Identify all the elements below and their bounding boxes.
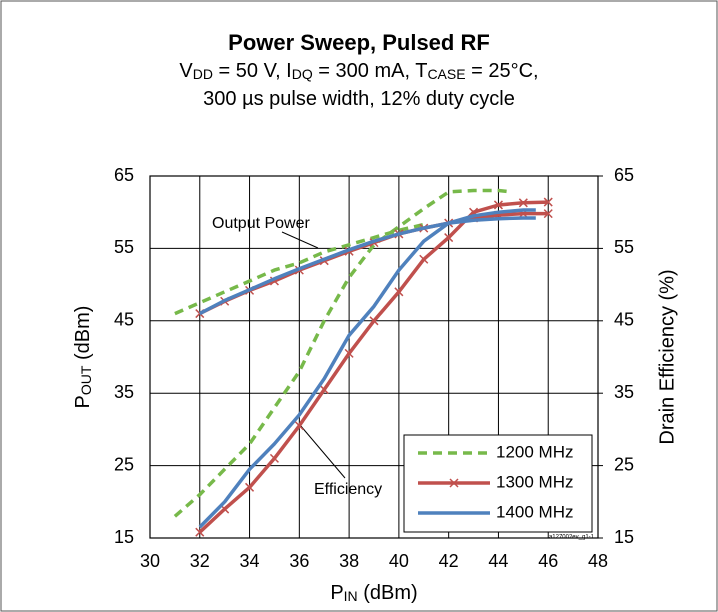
subscript: DQ	[292, 66, 313, 82]
chart-title: Power Sweep, Pulsed RF	[228, 30, 490, 55]
y2-tick-label: 25	[614, 454, 634, 474]
x-axis-label: PIN (dBm)	[330, 582, 417, 604]
marker	[493, 200, 503, 210]
annotation: a127002ev_g1-1	[549, 535, 595, 541]
marker	[294, 421, 304, 431]
text-part: (dBm)	[358, 582, 418, 604]
x-tick-label: 44	[488, 551, 508, 571]
legend-marker	[449, 478, 459, 488]
text-part: V	[179, 60, 193, 82]
marker	[394, 287, 404, 297]
text-part: = 50 V, I	[213, 60, 292, 82]
pout-line	[198, 216, 536, 316]
y2-tick-label: 15	[614, 527, 634, 547]
annotation: Output Power	[212, 215, 311, 232]
text-part: (dBm)	[72, 306, 94, 366]
x-tick-label: 40	[389, 551, 409, 571]
marker	[543, 197, 553, 207]
y2-tick-label: 65	[614, 165, 634, 185]
marker	[543, 209, 553, 219]
x-tick-label: 48	[588, 551, 608, 571]
x-tick-label: 34	[240, 551, 260, 571]
text-part: = 25°C,	[466, 60, 539, 82]
x-tick-label: 30	[140, 551, 160, 571]
legend-label: 1300 MHz	[496, 472, 573, 491]
y-tick-label: 35	[114, 382, 134, 402]
text-part: P	[72, 395, 94, 408]
y-axis-label: POUT (dBm)	[72, 306, 94, 409]
text-part: P	[330, 582, 343, 604]
y-tick-label: 15	[114, 527, 134, 547]
marker	[319, 385, 329, 395]
text-part: = 300 mA, T	[313, 60, 428, 82]
x-tick-label: 38	[339, 551, 359, 571]
efficiency-line	[173, 188, 512, 518]
subscript: IN	[344, 588, 358, 604]
leader-line	[281, 231, 319, 249]
y2-tick-label: 45	[614, 310, 634, 330]
pout-line	[174, 222, 425, 316]
y-tick-label: 45	[114, 310, 134, 330]
y-tick-label: 65	[114, 165, 134, 185]
subscript: CASE	[427, 66, 465, 82]
y-tick-label: 25	[114, 454, 134, 474]
x-tick-label: 36	[289, 551, 309, 571]
efficiency-line	[198, 208, 536, 529]
y2-axis-label: Drain Efficiency (%)	[656, 269, 678, 444]
annotation: Efficiency	[314, 481, 382, 498]
y2-tick-label: 35	[614, 382, 634, 402]
plot-border	[149, 175, 599, 539]
marker	[369, 316, 379, 326]
legend-label: 1400 MHz	[496, 502, 573, 521]
x-tick-label: 46	[538, 551, 558, 571]
x-tick-label: 32	[190, 551, 210, 571]
marker	[245, 482, 255, 492]
marker	[419, 254, 429, 264]
legend-box	[403, 434, 593, 533]
chart-subtitle: 300 µs pulse width, 12% duty cycle	[203, 88, 515, 110]
marker	[269, 453, 279, 463]
x-tick-label: 42	[439, 551, 459, 571]
y-tick-label: 55	[114, 237, 134, 257]
chart-subtitle: VDD = 50 V, IDQ = 300 mA, TCASE = 25°C,	[179, 60, 538, 82]
y2-tick-label: 55	[614, 237, 634, 257]
marker	[518, 198, 528, 208]
legend-label: 1200 MHz	[496, 442, 573, 461]
text-part: 300 µs pulse width, 12% duty cycle	[203, 88, 515, 110]
subscript: DD	[193, 66, 213, 82]
marker	[344, 348, 354, 358]
marker	[444, 233, 454, 243]
leader-line	[299, 424, 346, 479]
subscript: OUT	[78, 365, 94, 395]
marker	[195, 527, 205, 537]
